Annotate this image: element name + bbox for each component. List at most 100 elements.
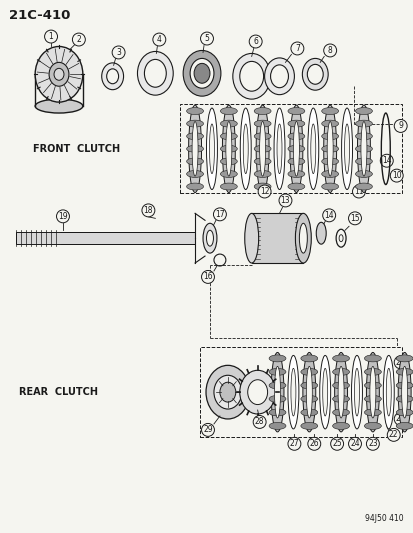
Ellipse shape [186,120,203,127]
Ellipse shape [49,62,69,86]
Ellipse shape [220,183,237,190]
Text: 8: 8 [327,46,332,55]
Ellipse shape [395,368,412,375]
Ellipse shape [300,355,317,362]
Bar [16,232,195,244]
Circle shape [201,270,214,284]
Text: 94J50 410: 94J50 410 [364,514,403,523]
Ellipse shape [332,355,349,362]
Text: 12: 12 [259,187,269,196]
Ellipse shape [287,146,304,152]
Ellipse shape [247,379,267,405]
Ellipse shape [321,158,338,165]
Ellipse shape [186,158,203,165]
Ellipse shape [344,124,349,174]
Ellipse shape [338,235,342,241]
Ellipse shape [354,368,358,416]
Text: 14: 14 [381,156,391,165]
Text: 23: 23 [367,439,377,448]
Ellipse shape [321,120,338,127]
Ellipse shape [254,183,271,190]
Ellipse shape [214,375,241,409]
Text: 22: 22 [388,430,398,439]
Ellipse shape [395,382,412,389]
Ellipse shape [355,133,371,140]
Circle shape [152,33,165,46]
Ellipse shape [395,355,412,362]
Ellipse shape [355,171,371,177]
Ellipse shape [287,356,298,429]
Circle shape [278,194,291,207]
Ellipse shape [186,108,203,115]
Text: 18: 18 [143,206,153,215]
Circle shape [389,169,402,182]
Circle shape [366,438,378,450]
Ellipse shape [270,65,288,88]
Text: REAR  CLUTCH: REAR CLUTCH [19,387,98,397]
Ellipse shape [316,222,325,244]
Ellipse shape [355,120,371,127]
Ellipse shape [254,158,271,165]
Text: 21: 21 [395,415,404,424]
Ellipse shape [321,183,338,190]
Text: 27: 27 [289,439,299,448]
Ellipse shape [290,368,295,416]
Ellipse shape [319,356,330,429]
Ellipse shape [321,146,338,152]
Ellipse shape [287,183,304,190]
Ellipse shape [382,356,393,429]
Ellipse shape [244,213,258,263]
Circle shape [112,46,125,59]
Ellipse shape [186,171,203,177]
Circle shape [249,35,261,48]
Ellipse shape [287,171,304,177]
Ellipse shape [300,395,317,402]
Ellipse shape [363,368,380,375]
Circle shape [201,423,214,437]
Ellipse shape [300,423,317,430]
Circle shape [351,185,365,198]
Ellipse shape [332,409,349,416]
Ellipse shape [137,52,173,95]
Ellipse shape [337,366,343,418]
Text: 26: 26 [309,439,318,448]
Ellipse shape [220,133,237,140]
Text: 21C-410: 21C-410 [9,9,71,22]
Ellipse shape [360,122,366,176]
Circle shape [322,209,335,222]
Ellipse shape [232,53,270,99]
Bar [251,213,303,263]
Ellipse shape [276,124,281,174]
Ellipse shape [239,370,275,414]
Ellipse shape [102,63,123,90]
Ellipse shape [295,213,311,263]
Ellipse shape [222,105,235,192]
Circle shape [307,438,320,450]
Ellipse shape [206,108,217,190]
Ellipse shape [332,395,349,402]
Circle shape [348,212,361,225]
Text: 4: 4 [157,35,161,44]
Ellipse shape [356,105,370,192]
Text: 5: 5 [204,34,209,43]
Ellipse shape [363,355,380,362]
Circle shape [258,185,271,198]
Ellipse shape [355,183,371,190]
Text: 24: 24 [349,439,359,448]
Ellipse shape [254,133,271,140]
Ellipse shape [363,395,380,402]
Text: 11: 11 [354,187,363,196]
Ellipse shape [326,122,332,176]
Circle shape [393,413,406,425]
Text: 7: 7 [294,44,299,53]
Ellipse shape [186,183,203,190]
Ellipse shape [300,409,317,416]
Circle shape [45,30,57,43]
Ellipse shape [299,223,306,253]
Ellipse shape [300,382,317,389]
Ellipse shape [397,352,410,432]
Ellipse shape [385,368,390,416]
Ellipse shape [301,59,328,90]
Ellipse shape [268,409,285,416]
Ellipse shape [355,158,371,165]
